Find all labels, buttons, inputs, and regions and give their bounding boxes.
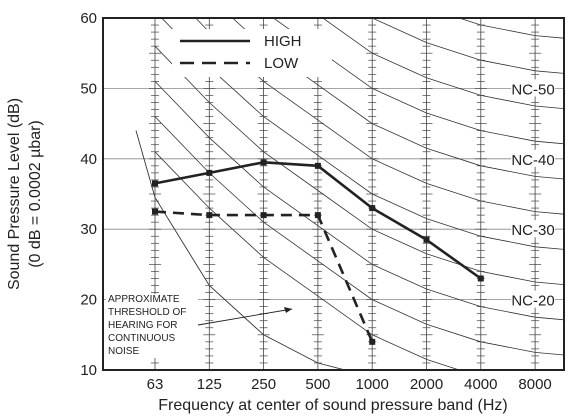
annotation-line: CONTINUOUS — [108, 333, 176, 344]
y-tick-label: 40 — [80, 151, 97, 168]
series-point-low — [206, 212, 213, 219]
x-axis-title: Frequency at center of sound pressure ba… — [158, 397, 508, 414]
series-point-low — [152, 208, 158, 215]
nc-label: NC-40 — [511, 152, 554, 169]
annotation-line: HEARING FOR — [108, 320, 177, 331]
annotation-line: APPROXIMATE — [108, 294, 180, 305]
annotation-arrowhead — [284, 307, 292, 313]
x-tick-label: 1000 — [356, 376, 389, 393]
series-point-high — [369, 205, 376, 212]
legend-label-high: HIGH — [264, 33, 302, 50]
nc-label-bg — [511, 220, 555, 238]
legend-label-low: LOW — [264, 55, 299, 72]
series-point-high — [206, 169, 213, 176]
y-axis-title: Sound Pressure Level (dB) — [6, 98, 23, 290]
x-tick-label: 500 — [305, 376, 330, 393]
x-tick-label: 2000 — [410, 376, 443, 393]
nc-curve-line — [457, 18, 564, 39]
nc-label: NC-30 — [511, 222, 554, 239]
nc-curve-line — [155, 0, 574, 4]
x-tick-label: 4000 — [464, 376, 497, 393]
series-point-high — [423, 236, 430, 243]
y-axis-title-reference: (0 dB = 0.0002 µbar) — [27, 120, 44, 268]
nc-label-bg — [511, 79, 555, 97]
y-tick-label: 50 — [80, 80, 97, 97]
y-tick-label: 10 — [80, 362, 97, 379]
plot-frame — [102, 17, 565, 371]
annotation-bg — [106, 294, 198, 358]
nc-curve-line — [154, 151, 461, 370]
series-point-low — [260, 212, 267, 219]
y-tick-label: 30 — [80, 221, 97, 238]
labels: 10 20 30 40 50 60 63 125 250 500 1000 2000 4000 8000 N… — [80, 10, 555, 393]
series-point-high — [477, 275, 484, 282]
x-tick-label: 63 — [147, 376, 164, 393]
nc-label-bg — [511, 290, 555, 308]
x-tick-label: 250 — [251, 376, 276, 393]
annotation-arrow — [197, 308, 293, 326]
annotation-line: NOISE — [108, 346, 139, 357]
y-tick-label: 60 — [80, 10, 97, 27]
nc-curve-line — [371, 18, 564, 74]
legend-box — [172, 29, 332, 77]
series-point-low — [369, 338, 376, 345]
grid — [103, 88, 564, 301]
y-tick-label: 20 — [80, 292, 97, 309]
nc-label: NC-50 — [511, 81, 554, 98]
nc-label-bg — [511, 149, 555, 167]
x-tick-label: 125 — [197, 376, 222, 393]
nc-label: NC-20 — [511, 293, 554, 310]
series-point-high — [152, 180, 158, 187]
series-point-high — [314, 162, 321, 169]
series-point-low — [314, 212, 321, 219]
annotation-line: THRESHOLD OF — [108, 307, 186, 318]
x-tick-label: 8000 — [518, 376, 551, 393]
series-point-high — [260, 159, 267, 166]
data-series — [152, 159, 484, 345]
